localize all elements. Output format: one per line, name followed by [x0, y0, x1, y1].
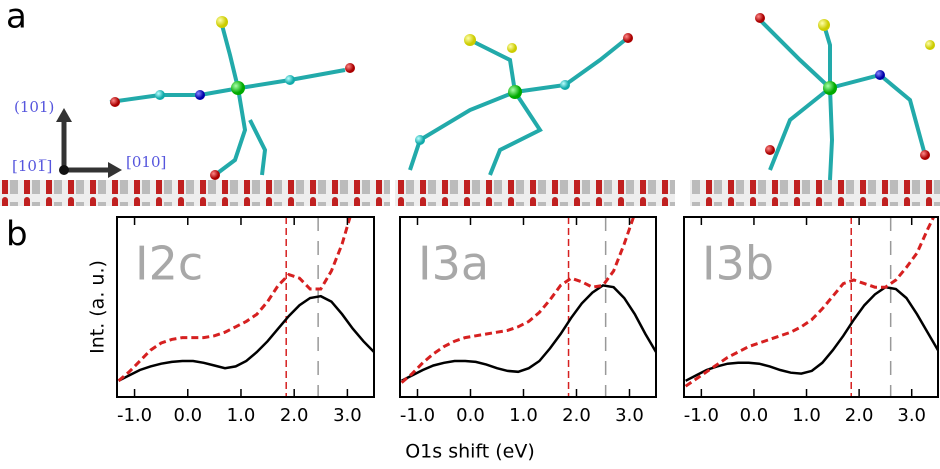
- axis-label: [101̅]: [12, 157, 52, 175]
- y-axis-label: Int. (a. u.): [87, 260, 109, 354]
- data-line: [118, 294, 374, 382]
- x-axis-label: O1s shift (eV): [405, 441, 535, 463]
- surface: [0, 180, 940, 206]
- panel-label: a: [6, 0, 27, 37]
- plot: [117, 217, 374, 397]
- x-tick-label: -1.0: [400, 405, 435, 426]
- plot-frame: [116, 216, 375, 398]
- data-line: [685, 285, 938, 382]
- x-tick-label: 3.0: [615, 405, 644, 426]
- x-tick-label: 3.0: [333, 405, 362, 426]
- x-tick-label: -1.0: [117, 405, 152, 426]
- x-tick-label: 2.0: [562, 405, 591, 426]
- plot-frame: [399, 216, 657, 398]
- x-tick-label: 2.0: [845, 405, 874, 426]
- axis-label: (101): [14, 98, 54, 116]
- x-tick-label: 0.0: [740, 405, 769, 426]
- x-tick-label: 3.0: [897, 405, 926, 426]
- x-tick-label: -1.0: [684, 405, 719, 426]
- chart-label: I3b: [702, 237, 774, 291]
- axis-triad: [56, 108, 122, 178]
- x-tick-label: 0.0: [456, 405, 485, 426]
- x-tick-label: 1.0: [227, 405, 256, 426]
- panel-label: b: [6, 215, 28, 255]
- x-tick-label: 1.0: [509, 405, 538, 426]
- atoms: [110, 13, 935, 180]
- x-tick-label: 1.0: [792, 405, 821, 426]
- chart-label: I2c: [135, 237, 203, 291]
- data-line: [684, 217, 936, 388]
- x-tick-label: 2.0: [280, 405, 309, 426]
- chart-label: I3a: [418, 237, 489, 291]
- data-line: [400, 217, 636, 384]
- x-tick-label: 0.0: [173, 405, 202, 426]
- data-line: [117, 217, 352, 382]
- data-line: [401, 284, 656, 382]
- plot-frame: [683, 216, 939, 398]
- axis-label: [010]: [126, 153, 166, 171]
- plot: [684, 217, 938, 397]
- plot: [400, 217, 656, 397]
- molecule: [109, 18, 927, 181]
